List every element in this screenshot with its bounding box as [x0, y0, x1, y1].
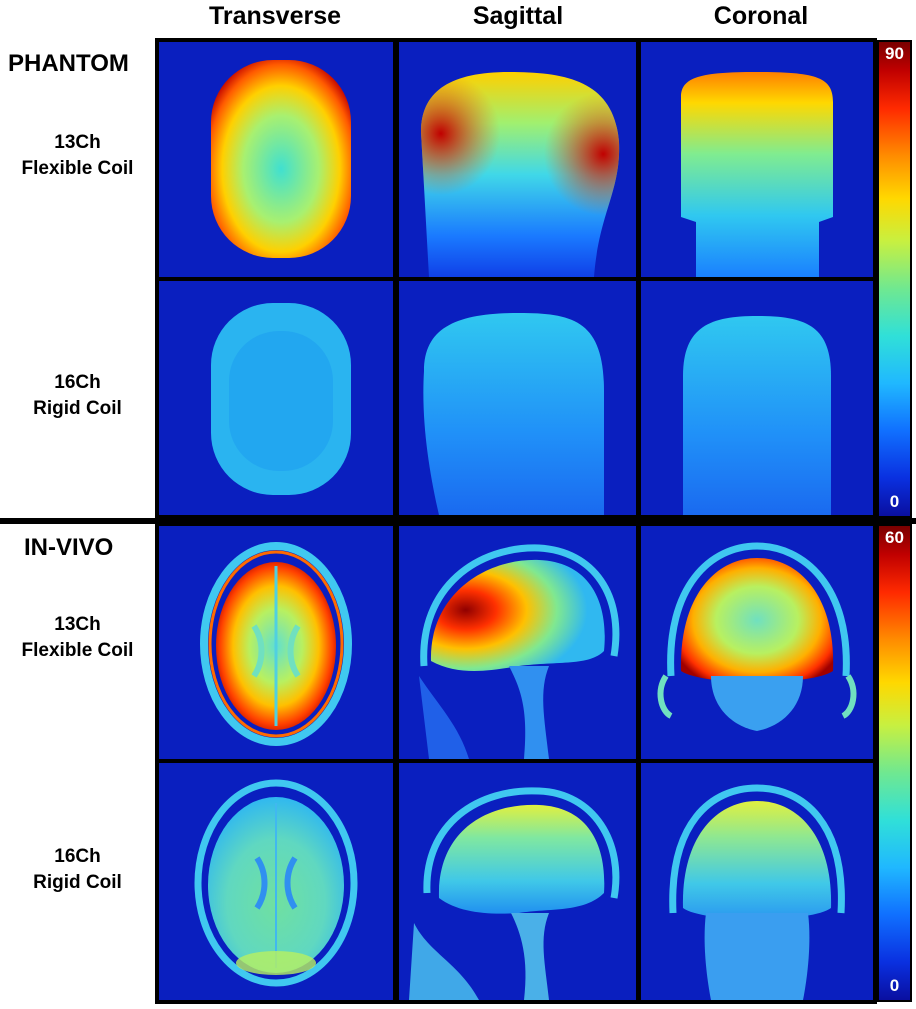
row-label-phantom-flexible: 13Ch Flexible Coil	[0, 130, 155, 181]
image-invivo-flexible-sagittal	[399, 526, 636, 759]
image-invivo-flexible-coronal	[641, 526, 873, 759]
row-label-line1: 16Ch	[54, 372, 101, 393]
image-phantom-flexible-sagittal	[399, 42, 636, 277]
row-label-line1: 16Ch	[54, 846, 101, 867]
image-phantom-flexible-transverse	[159, 42, 393, 277]
invivo-colorbar: 60 0	[877, 524, 912, 1002]
row-label-line2: Rigid Coil	[33, 397, 122, 419]
column-header-coronal: Coronal	[713, 2, 809, 30]
section-title-in-vivo: IN-VIVO	[24, 534, 114, 561]
row-label-line2: Rigid Coil	[33, 871, 122, 893]
section-divider	[0, 518, 916, 524]
phantom-coronal-image	[681, 72, 833, 277]
image-phantom-rigid-coronal	[641, 281, 873, 515]
image-invivo-flexible-transverse	[159, 526, 393, 759]
row-label-line1: 13Ch	[54, 614, 101, 635]
phantom-transverse-image	[211, 60, 351, 258]
invivo-colorbar-min: 0	[889, 976, 900, 995]
row-label-line1: 13Ch	[54, 132, 101, 153]
phantom-colorbar-min: 0	[889, 492, 900, 511]
column-header-sagittal: Sagittal	[472, 2, 564, 30]
invivo-sagittal-image	[409, 787, 620, 1000]
invivo-transverse-image	[194, 779, 358, 987]
invivo-coronal-image	[657, 542, 857, 731]
invivo-transverse-image	[200, 542, 352, 746]
row-label-invivo-rigid: 16Ch Rigid Coil	[0, 844, 155, 895]
image-invivo-rigid-transverse	[159, 763, 393, 1000]
phantom-sagittal-image	[423, 313, 604, 515]
invivo-sagittal-image	[419, 544, 620, 759]
image-invivo-rigid-sagittal	[399, 763, 636, 1000]
column-header-transverse: Transverse	[208, 2, 342, 30]
phantom-coronal-image	[683, 316, 831, 515]
invivo-colorbar-max: 60	[885, 528, 904, 547]
image-phantom-rigid-transverse	[159, 281, 393, 515]
row-label-phantom-rigid: 16Ch Rigid Coil	[0, 370, 155, 421]
row-label-line2: Flexible Coil	[21, 157, 134, 179]
phantom-transverse-image	[211, 303, 351, 495]
image-phantom-rigid-sagittal	[399, 281, 636, 515]
row-label-line2: Flexible Coil	[21, 639, 134, 661]
phantom-colorbar: 90 0	[877, 40, 912, 518]
row-label-invivo-flexible: 13Ch Flexible Coil	[0, 612, 155, 663]
image-invivo-rigid-coronal	[641, 763, 873, 1000]
phantom-sagittal-image	[421, 72, 620, 277]
section-title-phantom: PHANTOM	[8, 50, 129, 77]
image-phantom-flexible-coronal	[641, 42, 873, 277]
invivo-coronal-image	[669, 784, 845, 1000]
phantom-colorbar-max: 90	[885, 44, 904, 63]
